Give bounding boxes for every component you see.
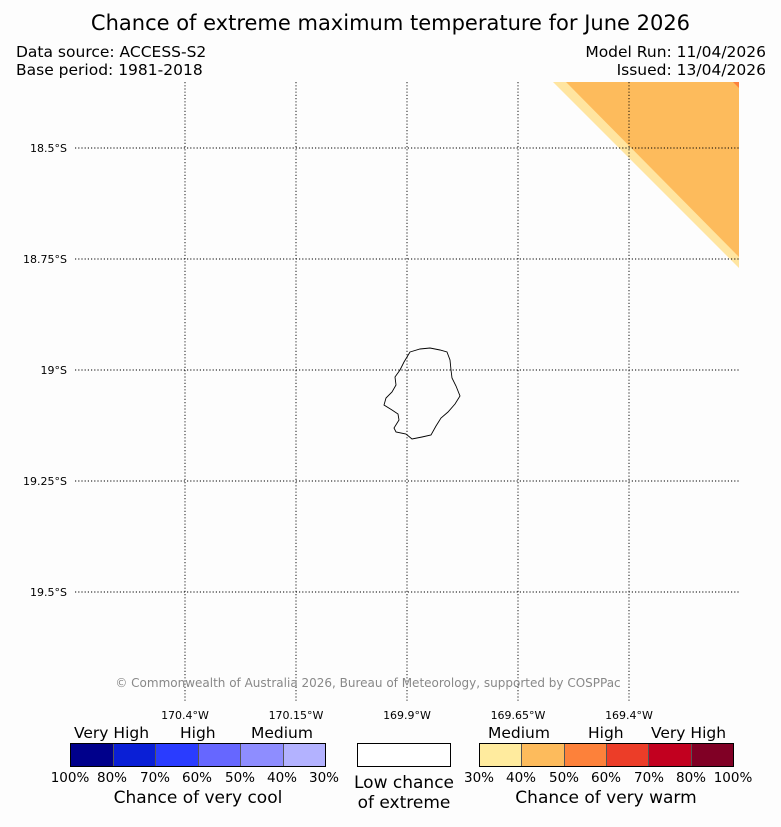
warm-category-medium: Medium: [488, 724, 550, 742]
lat-label: 18.75°S: [23, 253, 67, 266]
model-run: Model Run: 11/04/2026: [585, 43, 766, 61]
cool-swatch: [71, 744, 113, 766]
warm-category-high: High: [588, 724, 624, 742]
cool-category-medium: Medium: [251, 724, 313, 742]
cool-swatch: [282, 744, 325, 766]
cool-colorbar: [70, 743, 326, 767]
cool-swatch: [197, 744, 240, 766]
data-source: Data source: ACCESS-S2: [16, 43, 207, 61]
cool-pct-label: 100%: [50, 770, 90, 786]
meta-left: Data source: ACCESS-S2 Base period: 1981…: [16, 43, 206, 79]
warm-swatch: [690, 744, 733, 766]
warm-pct-label: 100%: [713, 770, 753, 786]
issued-date: Issued: 13/04/2026: [616, 61, 766, 79]
warm-region-medium: [566, 82, 739, 257]
cool-pct-label: 40%: [266, 770, 298, 786]
warm-swatch: [480, 744, 522, 766]
warm-pct-label: 60%: [590, 770, 622, 786]
lat-label: 19.25°S: [23, 475, 67, 488]
warm-pct-label: 50%: [548, 770, 580, 786]
lon-label: 169.9°W: [383, 709, 431, 722]
warm-pct-label: 30%: [463, 770, 495, 786]
meta-right: Model Run: 11/04/2026 Issued: 13/04/2026: [585, 43, 766, 79]
cool-pct-label: 60%: [181, 770, 213, 786]
cool-legend-title: Chance of very cool: [113, 788, 283, 808]
island-outline: [383, 347, 461, 440]
lon-label: 170.4°W: [161, 709, 209, 722]
lat-label: 19°S: [40, 364, 67, 377]
cool-swatch: [155, 744, 198, 766]
low-chance-line2: of extreme: [357, 793, 451, 813]
warm-region-high-spot: [733, 82, 739, 88]
cool-pct-label: 50%: [224, 770, 256, 786]
cool-pct-label: 80%: [96, 770, 128, 786]
chart-title: Chance of extreme maximum temperature fo…: [90, 11, 691, 35]
cool-swatch: [240, 744, 283, 766]
lon-label: 169.4°W: [605, 709, 653, 722]
warm-legend-title: Chance of very warm: [515, 788, 697, 808]
cool-pct-label: 70%: [139, 770, 171, 786]
lat-label: 19.5°S: [30, 586, 67, 599]
cool-category-very-high: Very High: [74, 724, 150, 742]
base-period: Base period: 1981-2018: [16, 61, 203, 79]
warm-swatch: [605, 744, 649, 766]
warm-pct-label: 80%: [675, 770, 707, 786]
warm-swatch: [521, 744, 564, 766]
warm-pct-label: 40%: [505, 770, 537, 786]
warm-category-very-high: Very High: [651, 724, 727, 742]
cool-category-high: High: [180, 724, 216, 742]
warm-colorbar: [479, 743, 734, 767]
cool-swatch: [112, 744, 155, 766]
lon-label: 169.65°W: [490, 709, 546, 722]
low-chance-line1: Low chance: [354, 773, 454, 793]
warm-pct-label: 70%: [633, 770, 665, 786]
copyright-notice: © Commonwealth of Australia 2026, Bureau…: [115, 676, 621, 690]
lon-label: 170.15°W: [268, 709, 324, 722]
cool-pct-label: 30%: [308, 770, 340, 786]
warm-swatch: [563, 744, 606, 766]
lat-label: 18.5°S: [30, 142, 67, 155]
warm-swatch: [648, 744, 691, 766]
low-chance-swatch: [357, 743, 451, 767]
low-chance-label: Low chance of extreme: [330, 773, 478, 813]
